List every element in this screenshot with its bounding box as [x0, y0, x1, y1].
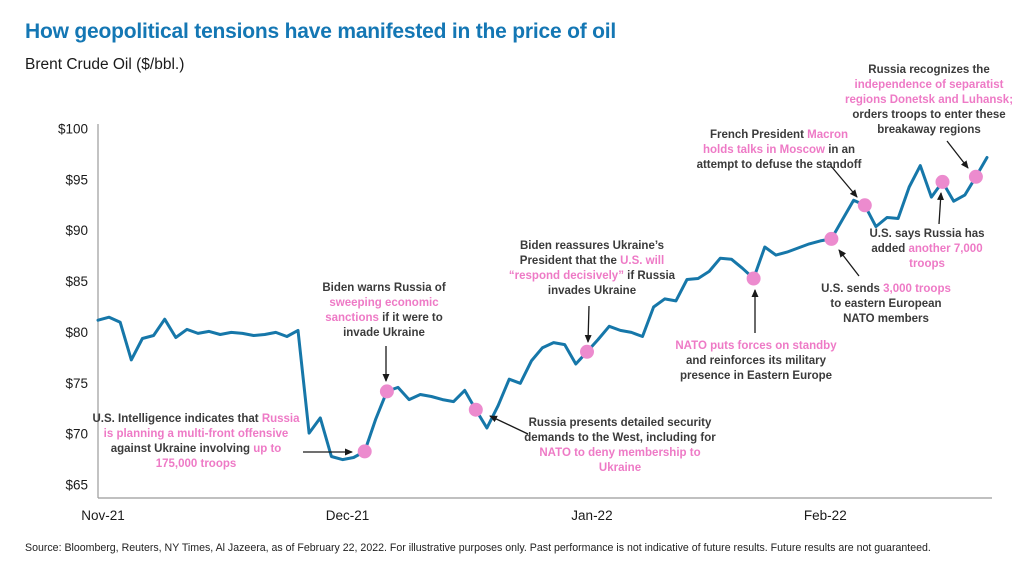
annotation-arrow-us-sends-troops: [838, 249, 860, 277]
event-marker-biden-warns-sanctions: [379, 384, 394, 399]
y-axis-label: $95: [65, 172, 88, 187]
annotation-arrow-biden-reassures: [584, 305, 592, 343]
annotation-highlight-text: up to 175,000 troops: [155, 442, 282, 470]
annotation-text: if Russia invades Ukraine: [547, 269, 676, 297]
annotation-text: Biden reassures Ukraine’s President that…: [519, 240, 665, 267]
annotation-text: against Ukraine involving: [110, 442, 254, 455]
annotation-text: U.S. says Russia has added: [869, 228, 985, 255]
price-line: [96, 156, 989, 462]
annotation-text: U.S. Intelligence indicates that: [92, 413, 262, 425]
y-axis-label: $80: [65, 325, 88, 340]
event-annotation-us-sends-troops: U.S. sends 3,000 troops to eastern Europ…: [819, 282, 954, 327]
annotation-highlight-text: another 7,000 troops: [908, 242, 983, 270]
event-marker-nato-standby: [746, 271, 761, 286]
event-annotation-russia-recognizes-separatists: Russia recognizes the independence of se…: [837, 63, 1022, 138]
annotation-text: to eastern European NATO members: [830, 297, 942, 325]
annotation-highlight-text: sweeping economic sanctions: [325, 296, 439, 324]
y-axis-label: $100: [58, 122, 88, 137]
event-marker-russia-adds-troops: [935, 174, 950, 189]
annotation-highlight-text: Macron holds talks in Moscow: [702, 129, 849, 156]
y-axis-label: $65: [65, 478, 88, 493]
annotation-arrow-russia-security-demands: [489, 415, 529, 435]
annotation-highlight-text: 3,000 troops: [883, 283, 951, 295]
event-marker-russia-recognizes-separatists: [968, 169, 983, 184]
annotation-text: orders troops to enter these breakaway r…: [852, 108, 1006, 136]
annotation-text: and reinforces its military presence in …: [679, 354, 833, 382]
event-annotation-russia-adds-troops: U.S. says Russia has added another 7,000…: [852, 227, 1002, 272]
page-title: How geopolitical tensions have manifeste…: [25, 20, 617, 43]
annotation-highlight-text: Russia is planning a multi-front offensi…: [103, 413, 300, 440]
annotation-text: if it were to invade Ukraine: [343, 311, 443, 339]
y-axis-label: $70: [65, 427, 88, 442]
annotation-text: French President: [709, 129, 808, 141]
event-annotation-russia-security-demands: Russia presents detailed security demand…: [518, 416, 723, 476]
annotation-highlight-text: independence of separatist regions Donet…: [844, 78, 1014, 106]
x-axis-label: Jan-22: [571, 508, 612, 523]
annotation-arrow-russia-recognizes-separatists: [946, 140, 969, 169]
annotation-text: Biden warns Russia of: [322, 282, 446, 294]
annotation-highlight-text: NATO puts forces on standby: [675, 340, 837, 352]
annotation-text: Russia presents detailed security demand…: [524, 417, 716, 444]
annotation-arrow-macron-talks: [830, 165, 858, 198]
x-axis-label: Dec-21: [326, 508, 370, 523]
annotation-text: in an attempt to defuse the standoff: [696, 143, 862, 171]
event-annotation-biden-reassures: Biden reassures Ukraine’s President that…: [497, 239, 687, 299]
annotation-highlight-text: NATO to deny membership to Ukraine: [539, 446, 701, 474]
annotation-arrow-russia-adds-troops: [937, 192, 945, 225]
x-axis-label: Feb-22: [804, 508, 847, 523]
event-marker-us-intelligence: [357, 444, 372, 459]
event-marker-us-sends-troops: [824, 231, 839, 246]
event-annotation-biden-warns-sanctions: Biden warns Russia of sweeping economic …: [307, 281, 462, 341]
annotation-text: Russia recognizes the: [868, 64, 990, 76]
chart-subtitle: Brent Crude Oil ($/bbl.): [25, 56, 185, 73]
event-annotation-us-intelligence: U.S. Intelligence indicates that Russia …: [89, 412, 304, 472]
event-annotation-nato-standby: NATO puts forces on standby and reinforc…: [674, 339, 839, 384]
x-axis-label: Nov-21: [81, 508, 125, 523]
event-annotation-macron-talks: French President Macron holds talks in M…: [694, 128, 864, 173]
annotation-text: U.S. sends: [821, 283, 884, 295]
event-marker-macron-talks: [857, 198, 872, 213]
y-axis-label: $75: [65, 376, 88, 391]
event-marker-biden-reassures: [580, 344, 594, 359]
source-disclaimer: Source: Bloomberg, Reuters, NY Times, Al…: [25, 542, 931, 554]
y-axis-label: $90: [65, 223, 88, 238]
event-marker-russia-security-demands: [468, 402, 483, 417]
y-axis-label: $85: [65, 274, 88, 289]
annotation-highlight-text: U.S. will “respond decisively”: [508, 254, 665, 282]
